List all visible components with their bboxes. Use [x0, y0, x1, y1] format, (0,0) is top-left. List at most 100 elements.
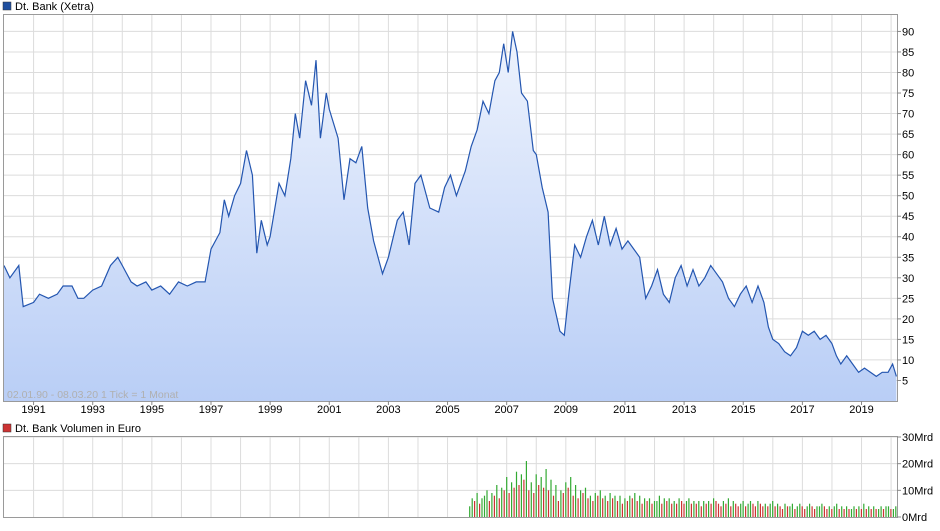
volume-bar: [678, 498, 680, 517]
volume-bar: [589, 495, 591, 517]
volume-bar: [621, 503, 623, 517]
volume-bar: [671, 503, 673, 517]
volume-bar: [740, 503, 742, 517]
volume-bar: [794, 509, 796, 517]
price-y-tick-label: 30: [902, 273, 914, 285]
volume-bar: [786, 506, 789, 517]
volume-bar: [804, 509, 806, 517]
volume-legend-swatch: [2, 423, 12, 433]
volume-bar: [737, 506, 739, 517]
volume-bar: [641, 503, 643, 517]
volume-bar: [479, 503, 481, 517]
volume-bar: [666, 501, 668, 517]
volume-bar: [821, 503, 823, 517]
price-x-tick-label: 1997: [199, 404, 223, 416]
volume-bar: [850, 509, 853, 517]
price-x-tick-label: 2013: [672, 404, 696, 416]
volume-bar: [486, 490, 488, 517]
volume-bar: [885, 506, 887, 517]
price-x-tick-label: 2015: [731, 404, 755, 416]
volume-bar: [717, 503, 720, 517]
volume-bar: [772, 501, 774, 517]
volume-bar: [875, 509, 877, 517]
price-y-tick-label: 55: [902, 170, 914, 182]
volume-bar: [887, 506, 890, 517]
volume-bar: [848, 509, 850, 517]
volume-bar: [880, 506, 882, 517]
volume-bar: [567, 487, 569, 517]
price-x-tick-label: 2003: [376, 404, 400, 416]
volume-bar: [767, 506, 769, 517]
volume-bar: [690, 503, 692, 517]
volume-bar: [562, 493, 564, 517]
volume-bar: [673, 501, 675, 517]
volume-bar: [491, 493, 493, 517]
volume-bar: [838, 509, 840, 517]
volume-bar: [705, 503, 707, 517]
volume-bar: [698, 501, 700, 517]
volume-bar: [764, 503, 766, 517]
volume-bar: [681, 501, 683, 517]
volume-bar: [855, 509, 857, 517]
volume-bar: [843, 509, 845, 517]
price-y-tick-label: 45: [902, 211, 914, 223]
volume-bar: [683, 503, 685, 517]
volume-bar: [715, 501, 717, 517]
volume-bar: [700, 506, 702, 517]
volume-bar: [520, 474, 522, 517]
volume-bar: [892, 509, 894, 517]
volume-bar: [533, 493, 535, 517]
date-range-watermark: 02.01.90 - 08.03.20 1 Tick = 1 Monat: [7, 389, 178, 401]
volume-bar: [735, 503, 737, 517]
volume-y-tick-label: 10Mrd: [902, 485, 933, 497]
volume-bar: [584, 487, 587, 517]
volume-y-tick-label: 20Mrd: [902, 459, 933, 471]
volume-bar: [789, 506, 791, 517]
price-y-tick-label: 15: [902, 334, 914, 346]
volume-bar: [858, 506, 860, 517]
volume-bar: [580, 490, 582, 517]
volume-bar: [498, 498, 500, 517]
volume-y-tick-label: 30Mrd: [902, 432, 933, 444]
volume-bar: [543, 487, 545, 517]
volume-bar: [882, 509, 885, 517]
volume-bar: [540, 477, 542, 517]
volume-bar: [688, 498, 690, 517]
volume-bar: [799, 503, 801, 517]
volume-bar: [515, 471, 518, 517]
volume-bar: [471, 498, 473, 517]
volume-bar: [552, 495, 555, 517]
volume-bar: [530, 482, 532, 517]
volume-bar: [754, 506, 756, 517]
volume-bar: [831, 509, 833, 517]
volume-bar: [648, 498, 651, 517]
volume-bar: [557, 501, 559, 517]
volume-bar: [860, 509, 862, 517]
volume-bar: [587, 498, 589, 517]
volume-bar: [523, 479, 525, 517]
volume-bar: [469, 506, 471, 517]
price-x-tick-label: 2007: [494, 404, 518, 416]
volume-bar: [713, 498, 715, 517]
volume-bar: [656, 501, 658, 517]
price-y-tick-label: 40: [902, 232, 914, 244]
volume-bar: [646, 501, 648, 517]
volume-y-tick-label: 0Mrd: [902, 512, 927, 524]
volume-bar: [545, 469, 547, 517]
price-y-tick-label: 65: [902, 129, 914, 141]
volume-bar: [720, 506, 722, 517]
volume-bar: [759, 503, 761, 517]
volume-bar: [577, 498, 579, 517]
price-panel-frame: [3, 14, 898, 402]
volume-bar: [653, 501, 656, 517]
volume-bar: [594, 493, 596, 517]
volume-bar: [476, 493, 478, 517]
volume-grid: [4, 436, 897, 517]
volume-bar: [629, 495, 631, 517]
volume-bar: [663, 498, 665, 517]
volume-bar: [873, 506, 875, 517]
volume-bar: [791, 503, 793, 517]
volume-bar: [636, 501, 638, 517]
volume-bar: [826, 509, 828, 517]
